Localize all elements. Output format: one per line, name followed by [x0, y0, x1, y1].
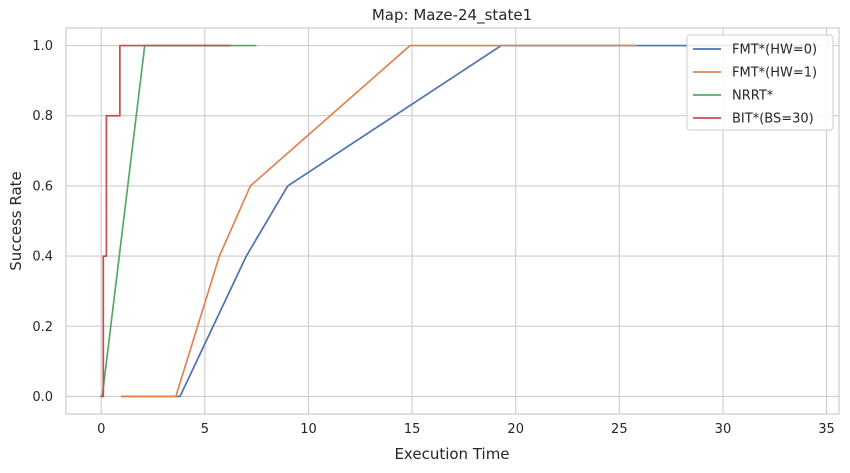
y-tick-label: 0.0	[32, 390, 53, 405]
legend-frame	[686, 34, 834, 131]
x-tick-label: 15	[404, 422, 421, 437]
legend-items: FMT*(HW=0) FMT*(HW=1) NRRT* BIT*(BS=30)	[693, 43, 817, 127]
series-layer	[100, 44, 818, 398]
series-line-3	[100, 44, 231, 398]
legend-label: FMT*(HW=1)	[732, 66, 817, 81]
legend-label: NRRT*	[732, 89, 774, 104]
series-line-1	[121, 44, 637, 398]
legend: FMT*(HW=0) FMT*(HW=1) NRRT* BIT*(BS=30)	[686, 34, 834, 131]
y-tick-label: 0.4	[32, 250, 53, 265]
x-tick-label: 25	[611, 422, 628, 437]
x-axis-label: Execution Time	[394, 445, 509, 463]
y-tick-label: 0.2	[32, 320, 53, 335]
chart-title: Map: Maze-24_state1	[372, 6, 532, 25]
y-axis-label: Success Rate	[7, 171, 25, 271]
x-tick-label: 10	[300, 422, 317, 437]
y-tick-label: 1.0	[32, 39, 53, 54]
legend-label: BIT*(BS=30)	[732, 112, 814, 127]
x-tick-label: 35	[818, 422, 835, 437]
x-tick-label: 5	[201, 422, 209, 437]
y-tick-label: 0.6	[32, 179, 53, 194]
legend-label: FMT*(HW=0)	[732, 43, 817, 58]
x-tick-label: 0	[97, 422, 105, 437]
x-tick-label: 20	[507, 422, 524, 437]
y-tick-label: 0.8	[32, 109, 53, 124]
tick-labels: 0 5 10 15 20 25 30 35 0.0 0.2 0.4 0.6 0.8 1.0	[32, 39, 835, 437]
x-tick-label: 30	[715, 422, 732, 437]
